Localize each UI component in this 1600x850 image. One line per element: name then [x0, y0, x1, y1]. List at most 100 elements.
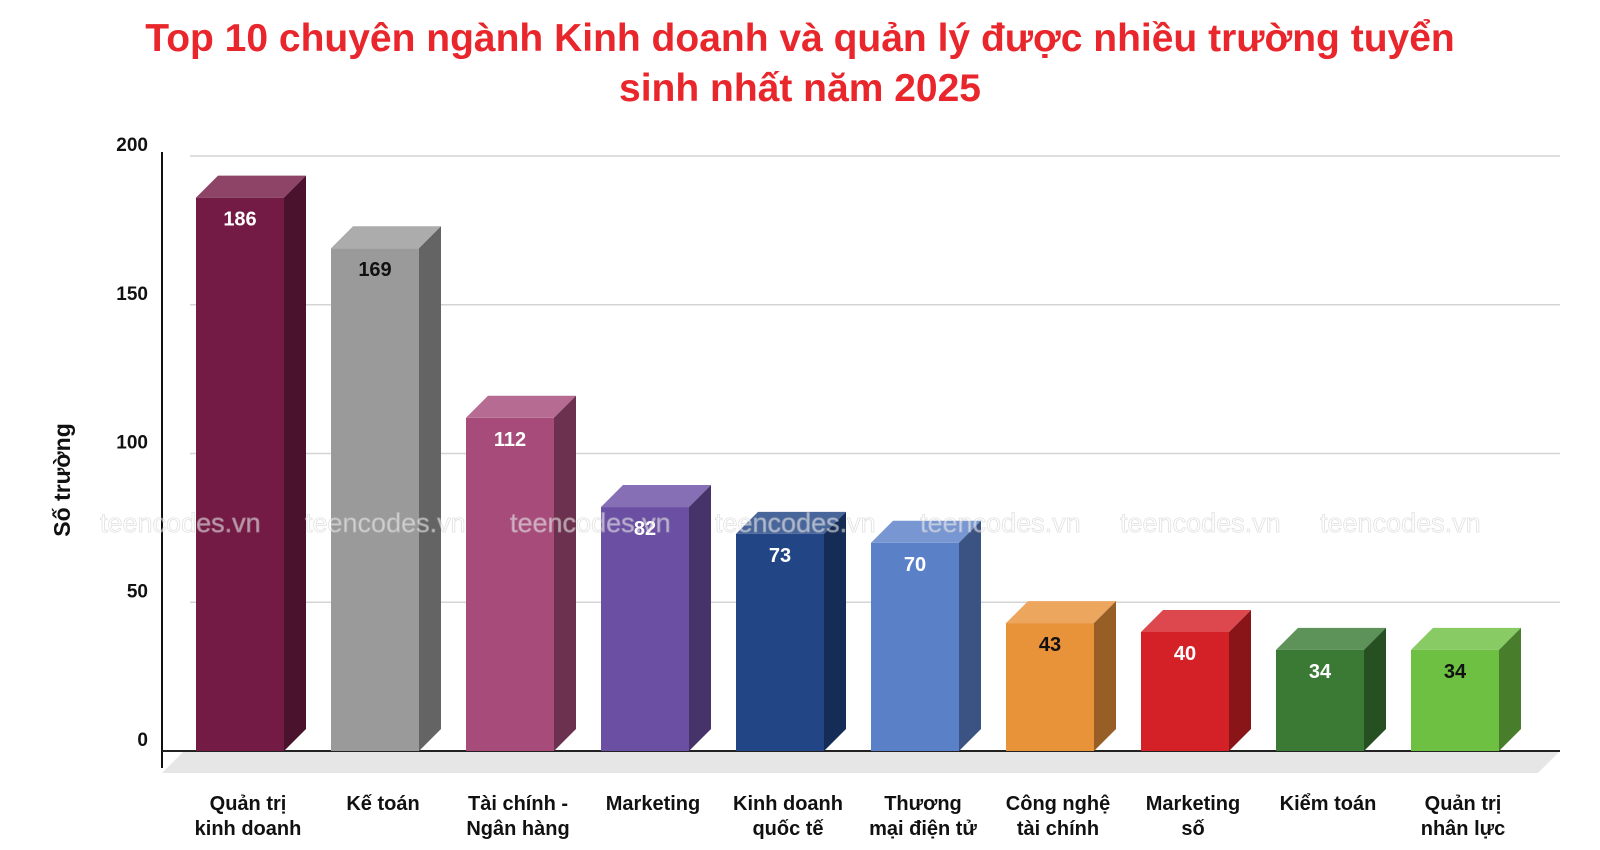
watermark-text: teencodes.vn — [1320, 508, 1481, 538]
bar-value-label: 34 — [1309, 661, 1332, 683]
bar-value-label: 169 — [358, 259, 391, 281]
bar: 112 — [466, 395, 576, 751]
bar-top — [601, 485, 711, 508]
bar-top — [871, 520, 981, 543]
floor-plane — [162, 751, 1560, 773]
bar-front — [601, 507, 689, 751]
bar: 43 — [1006, 601, 1116, 751]
bar-front — [466, 417, 554, 751]
x-tick-label-line: Kinh doanh — [733, 793, 843, 815]
bar-top — [1411, 627, 1521, 650]
bar-top — [196, 175, 306, 198]
bar: 34 — [1276, 627, 1386, 751]
y-tick-label: 100 — [116, 433, 148, 454]
x-tick-label-line: Kiểm toán — [1280, 793, 1377, 815]
bar-value-label: 73 — [769, 545, 791, 567]
bar-side — [554, 395, 576, 751]
chart-title: Top 10 chuyên ngành Kinh doanh và quản l… — [0, 14, 1600, 114]
bar-side — [824, 511, 846, 751]
x-tick-label: Quản trị nhân lực — [1421, 793, 1506, 840]
watermark-text: teencodes.vn — [920, 508, 1081, 538]
x-tick-label-line: Marketing — [606, 793, 700, 815]
y-tick-labels: 0 50 100 150 200 — [116, 135, 148, 751]
bar-value-label: 70 — [904, 554, 926, 576]
x-tick-label-line: mại điện tử — [869, 818, 977, 840]
x-tick-label-line: quốc tế — [752, 818, 824, 840]
bar-front — [196, 197, 284, 751]
x-tick-label: Công nghệ tài chính — [1006, 793, 1110, 840]
watermark-text: teencodes.vn — [100, 508, 261, 538]
chart-title-line-2: sinh nhất năm 2025 — [619, 67, 981, 110]
bar-value-label: 43 — [1039, 634, 1061, 656]
bar-side — [689, 485, 711, 751]
bar-value-label: 112 — [494, 429, 526, 451]
bar-value-label: 82 — [634, 518, 656, 540]
bar-side — [1229, 610, 1251, 751]
x-tick-label-line: Marketing — [1146, 793, 1240, 815]
x-tick-label: Tài chính - Ngân hàng — [466, 793, 569, 840]
chart-floor — [162, 751, 1560, 773]
bar: 70 — [871, 520, 981, 751]
bar-front — [1141, 632, 1229, 751]
watermark-text: teencodes.vn — [715, 508, 876, 538]
watermark: teencodes.vn teencodes.vn teencodes.vn teen… — [100, 508, 1481, 539]
x-tick-label-line: Kế toán — [346, 793, 419, 815]
y-tick-label: 50 — [127, 581, 148, 602]
bar-side — [419, 226, 441, 752]
x-tick-label: Marketing số — [1146, 793, 1240, 840]
bar-front — [1276, 649, 1364, 751]
y-tick-label: 0 — [137, 730, 148, 751]
x-tick-label: Kiểm toán — [1280, 793, 1377, 815]
bar: 34 — [1411, 627, 1521, 751]
x-tick-label: Quản trị kinh doanh — [195, 793, 302, 840]
y-axis-label: Số trường — [49, 423, 75, 537]
x-tick-label-line: nhân lực — [1421, 818, 1506, 840]
bar: 186 — [196, 175, 306, 751]
bar-front — [736, 533, 824, 751]
bar-side — [1499, 627, 1521, 751]
bar-top — [1276, 627, 1386, 650]
x-tick-labels: Quản trị kinh doanh Kế toán Tài chính - Ngân… — [195, 793, 1506, 840]
y-tick-label: 150 — [116, 284, 148, 305]
bar: 82 — [601, 485, 711, 751]
bar-top — [1141, 610, 1251, 632]
bar-front — [1411, 649, 1499, 751]
bar-value-label: 40 — [1174, 643, 1196, 665]
chart-title-line-1: Top 10 chuyên ngành Kinh doanh và quản l… — [145, 17, 1455, 60]
x-tick-label: Kế toán — [346, 793, 419, 815]
x-tick-label-line: Tài chính - — [468, 793, 568, 815]
bar-side — [1364, 627, 1386, 751]
y-tick-label: 200 — [116, 135, 148, 156]
bar-top — [736, 511, 846, 534]
x-tick-label-line: Ngân hàng — [466, 818, 569, 840]
bar-front — [331, 248, 419, 751]
bars: 186 169 112 82 73 70 43 40 34 34 — [196, 175, 1521, 752]
x-tick-label: Thương mại điện tử — [869, 793, 977, 840]
x-tick-label: Kinh doanh quốc tế — [733, 793, 843, 840]
x-tick-label-line: Công nghệ — [1006, 793, 1110, 815]
x-tick-label-line: kinh doanh — [195, 818, 302, 840]
bar-top — [466, 395, 576, 418]
watermark-text: teencodes.vn — [1120, 508, 1281, 538]
x-tick-label-line: tài chính — [1017, 818, 1099, 840]
bar-side — [284, 175, 306, 751]
bar-front — [1006, 623, 1094, 751]
bar-value-label: 34 — [1444, 661, 1467, 683]
bar: 73 — [736, 511, 846, 751]
bar: 40 — [1141, 610, 1251, 751]
bar-top — [1006, 601, 1116, 624]
bar-side — [959, 520, 981, 751]
x-tick-label-line: số — [1181, 818, 1204, 840]
watermark-text: teencodes.vn — [305, 508, 466, 538]
bar-side — [1094, 601, 1116, 751]
bar-top — [331, 226, 441, 249]
bar-value-label: 186 — [223, 209, 256, 231]
x-tick-label-line: Quản trị — [1425, 793, 1502, 815]
bar-front — [871, 542, 959, 751]
x-tick-label-line: Quản trị — [210, 793, 287, 815]
watermark-text: teencodes.vn — [510, 508, 671, 538]
x-tick-label: Marketing — [606, 793, 700, 815]
bar: 169 — [331, 226, 441, 752]
x-tick-label-line: Thương — [884, 793, 962, 815]
